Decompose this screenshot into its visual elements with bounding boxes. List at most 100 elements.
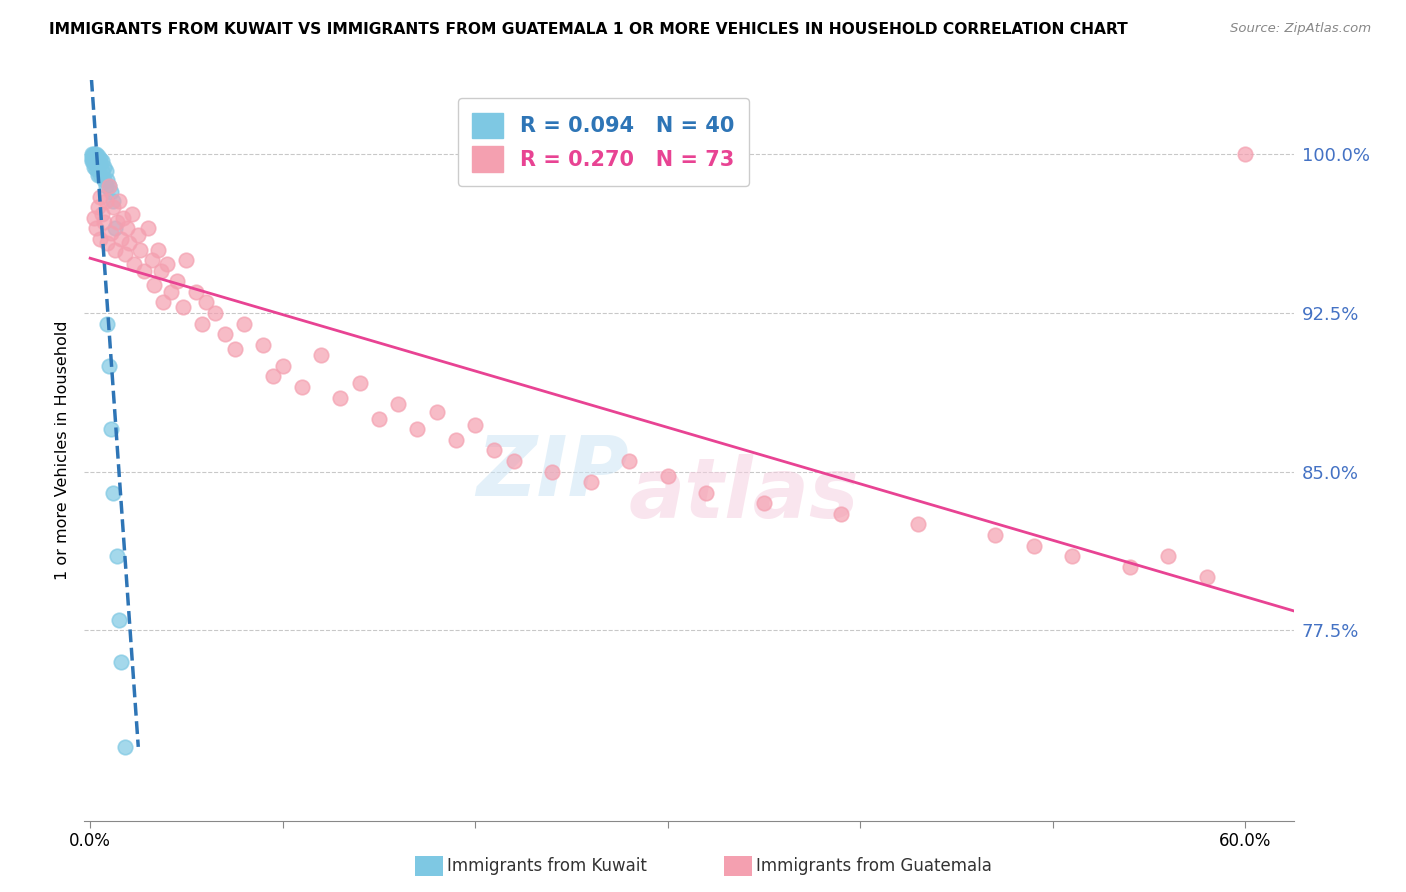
- Point: [98, 179, 121, 194]
- Point: [87, 169, 110, 183]
- Point: [695, 485, 717, 500]
- Text: Source: ZipAtlas.com: Source: ZipAtlas.com: [1230, 22, 1371, 36]
- Point: [111, 211, 134, 225]
- Point: [96, 317, 118, 331]
- Point: [156, 257, 179, 271]
- Point: [94, 194, 117, 208]
- Point: [329, 391, 352, 405]
- Point: [252, 337, 274, 351]
- Point: [214, 327, 236, 342]
- Point: [100, 186, 122, 200]
- Point: [132, 263, 155, 277]
- Point: [907, 517, 929, 532]
- Point: [484, 443, 506, 458]
- Point: [129, 243, 152, 257]
- Point: [84, 162, 107, 177]
- Point: [84, 153, 107, 168]
- Point: [368, 411, 391, 425]
- Point: [124, 257, 146, 271]
- Point: [349, 376, 371, 390]
- Point: [103, 485, 125, 500]
- Point: [752, 496, 775, 510]
- Point: [94, 179, 117, 194]
- Point: [103, 194, 125, 208]
- Point: [90, 206, 112, 220]
- Point: [83, 155, 105, 169]
- Point: [233, 317, 256, 331]
- Point: [121, 206, 143, 220]
- Point: [444, 433, 467, 447]
- Point: [204, 306, 226, 320]
- Point: [83, 211, 105, 225]
- Point: [657, 468, 679, 483]
- Point: [115, 221, 138, 235]
- Point: [96, 236, 118, 251]
- Point: [184, 285, 207, 299]
- Point: [104, 243, 127, 257]
- Point: [117, 236, 139, 251]
- Point: [619, 454, 641, 468]
- Point: [108, 613, 131, 627]
- Point: [502, 454, 524, 468]
- Point: [104, 221, 127, 235]
- Point: [89, 155, 111, 169]
- Point: [93, 215, 115, 229]
- Point: [105, 549, 128, 564]
- Point: [105, 215, 128, 229]
- Point: [114, 246, 136, 260]
- Point: [406, 422, 429, 436]
- Point: [541, 465, 564, 479]
- Point: [1195, 570, 1218, 584]
- Point: [146, 243, 169, 257]
- Point: [136, 221, 159, 235]
- Point: [89, 232, 111, 246]
- Point: [160, 285, 183, 299]
- Point: [80, 147, 103, 161]
- Point: [83, 149, 105, 163]
- Point: [1157, 549, 1180, 564]
- Point: [100, 422, 122, 436]
- Point: [426, 405, 449, 419]
- Point: [93, 172, 115, 186]
- Point: [984, 528, 1007, 542]
- Point: [87, 149, 110, 163]
- Text: Immigrants from Guatemala: Immigrants from Guatemala: [756, 857, 993, 875]
- Point: [309, 348, 332, 362]
- Text: atlas: atlas: [628, 454, 859, 535]
- Point: [96, 172, 118, 186]
- Point: [166, 274, 188, 288]
- Point: [84, 158, 107, 172]
- Point: [80, 153, 103, 168]
- Point: [830, 507, 852, 521]
- Point: [94, 164, 117, 178]
- Point: [150, 263, 173, 277]
- Point: [152, 295, 174, 310]
- Point: [84, 149, 107, 163]
- Point: [84, 221, 107, 235]
- Point: [142, 278, 165, 293]
- Point: [90, 153, 112, 168]
- Point: [89, 152, 111, 166]
- Point: [271, 359, 294, 373]
- Point: [93, 160, 115, 174]
- Point: [90, 164, 112, 178]
- Point: [83, 160, 105, 174]
- Point: [1062, 549, 1084, 564]
- Point: [83, 147, 105, 161]
- Legend: R = 0.094   N = 40, R = 0.270   N = 73: R = 0.094 N = 40, R = 0.270 N = 73: [457, 98, 749, 186]
- Point: [110, 232, 132, 246]
- Point: [103, 200, 125, 214]
- Point: [387, 397, 409, 411]
- Point: [172, 300, 194, 314]
- Point: [141, 253, 163, 268]
- Text: Immigrants from Kuwait: Immigrants from Kuwait: [447, 857, 647, 875]
- Point: [1119, 559, 1142, 574]
- Point: [108, 194, 131, 208]
- Point: [87, 153, 110, 168]
- Point: [127, 227, 149, 242]
- Point: [262, 369, 284, 384]
- Y-axis label: 1 or more Vehicles in Household: 1 or more Vehicles in Household: [55, 321, 70, 580]
- Point: [114, 739, 136, 754]
- Point: [176, 253, 198, 268]
- Point: [464, 418, 486, 433]
